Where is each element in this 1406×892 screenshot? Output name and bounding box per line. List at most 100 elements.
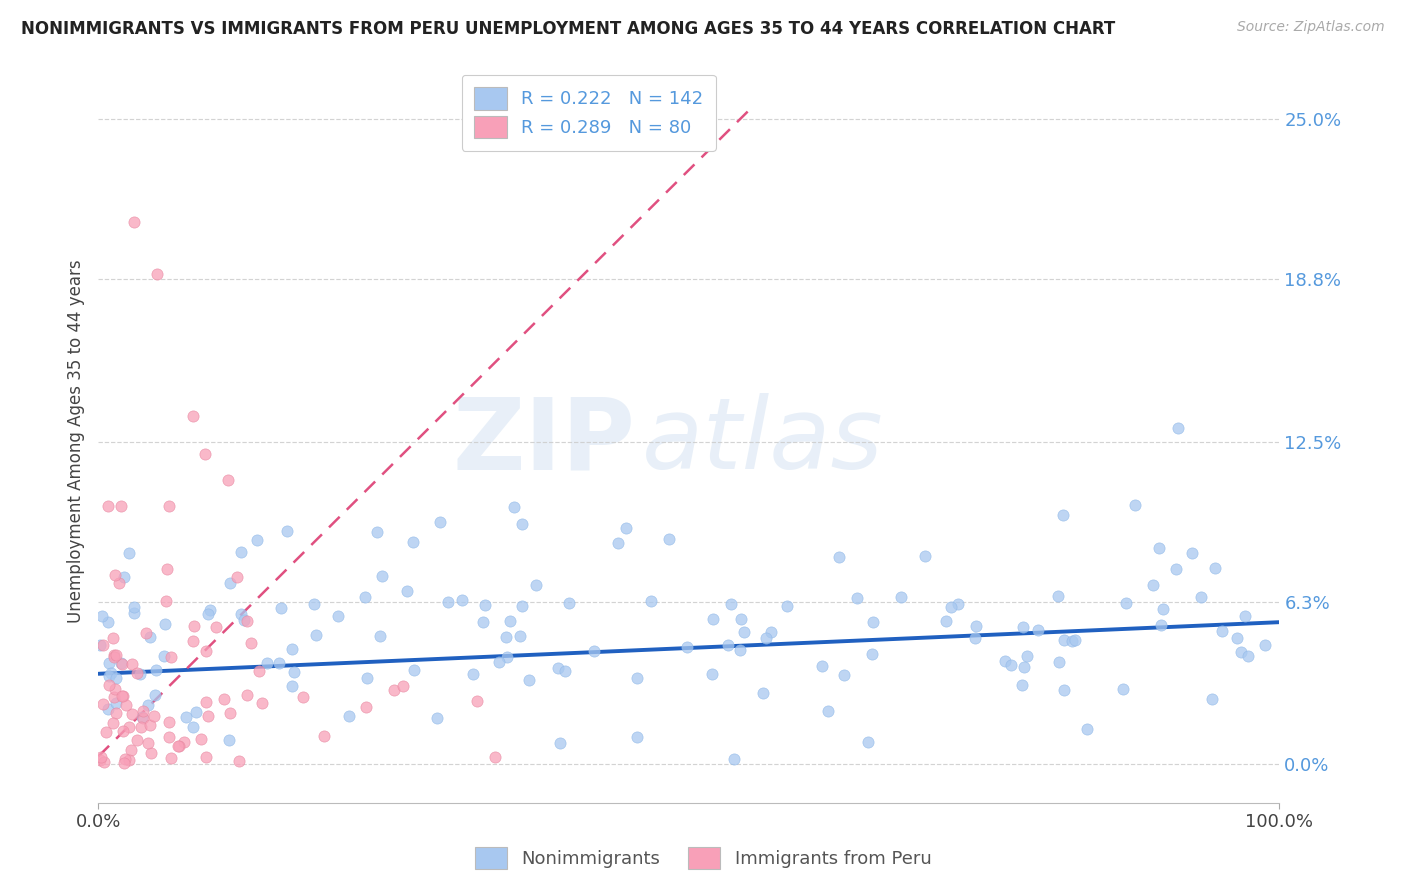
Point	[121, 706, 143, 721]
Point	[451, 593, 474, 607]
Point	[138, 736, 160, 750]
Point	[1011, 620, 1033, 634]
Point	[370, 629, 392, 643]
Point	[856, 734, 879, 748]
Point	[1204, 561, 1226, 575]
Point	[1123, 498, 1146, 512]
Point	[606, 535, 628, 549]
Point	[195, 695, 218, 709]
Point	[845, 591, 868, 605]
Point	[167, 739, 190, 753]
Point	[503, 500, 526, 514]
Point	[135, 626, 157, 640]
Point	[1017, 648, 1039, 663]
Point	[465, 694, 488, 708]
Point	[366, 524, 388, 539]
Point	[100, 666, 122, 681]
Point	[91, 638, 114, 652]
Point	[194, 643, 217, 657]
Point	[730, 612, 752, 626]
Point	[1076, 722, 1098, 736]
Point	[98, 656, 121, 670]
Point	[226, 570, 249, 584]
Point	[108, 576, 131, 591]
Legend: R = 0.222   N = 142, R = 0.289   N = 80: R = 0.222 N = 142, R = 0.289 N = 80	[461, 75, 716, 151]
Point	[1011, 678, 1033, 692]
Point	[247, 665, 270, 679]
Point	[547, 660, 569, 674]
Point	[145, 663, 167, 677]
Point	[509, 629, 531, 643]
Point	[1150, 617, 1173, 632]
Point	[276, 524, 298, 538]
Point	[1226, 632, 1249, 646]
Point	[890, 590, 912, 604]
Point	[1211, 624, 1233, 638]
Point	[426, 711, 449, 725]
Point	[759, 625, 782, 640]
Legend: Nonimmigrants, Immigrants from Peru: Nonimmigrants, Immigrants from Peru	[465, 838, 941, 879]
Point	[395, 583, 418, 598]
Point	[256, 657, 278, 671]
Point	[110, 499, 132, 513]
Point	[1047, 655, 1070, 669]
Point	[512, 517, 534, 532]
Point	[118, 545, 141, 559]
Point	[946, 598, 969, 612]
Point	[370, 569, 392, 583]
Point	[354, 699, 377, 714]
Text: Source: ZipAtlas.com: Source: ZipAtlas.com	[1237, 20, 1385, 34]
Point	[97, 615, 120, 629]
Point	[914, 549, 936, 564]
Point	[183, 619, 205, 633]
Point	[700, 667, 723, 681]
Point	[280, 642, 302, 657]
Point	[146, 267, 169, 281]
Point	[302, 597, 325, 611]
Point	[270, 601, 292, 615]
Point	[1012, 660, 1035, 674]
Point	[157, 730, 180, 744]
Point	[167, 739, 190, 754]
Point	[98, 669, 121, 683]
Point	[194, 750, 217, 764]
Point	[1147, 541, 1170, 556]
Point	[965, 632, 987, 646]
Point	[1254, 638, 1277, 652]
Point	[143, 688, 166, 702]
Point	[104, 706, 127, 721]
Text: ZIP: ZIP	[453, 393, 636, 490]
Point	[174, 710, 197, 724]
Point	[218, 732, 240, 747]
Point	[181, 633, 204, 648]
Point	[382, 682, 405, 697]
Point	[173, 734, 195, 748]
Point	[218, 706, 240, 721]
Point	[90, 608, 112, 623]
Point	[356, 671, 378, 685]
Point	[524, 578, 547, 592]
Point	[1201, 692, 1223, 706]
Point	[131, 710, 153, 724]
Point	[136, 698, 159, 712]
Text: NONIMMIGRANTS VS IMMIGRANTS FROM PERU UNEMPLOYMENT AMONG AGES 35 TO 44 YEARS COR: NONIMMIGRANTS VS IMMIGRANTS FROM PERU UN…	[21, 20, 1115, 37]
Point	[110, 656, 132, 670]
Point	[120, 743, 142, 757]
Point	[474, 598, 496, 612]
Point	[141, 746, 163, 760]
Point	[122, 606, 145, 620]
Point	[112, 570, 135, 584]
Point	[118, 720, 141, 734]
Point	[517, 673, 540, 687]
Point	[1189, 590, 1212, 604]
Point	[717, 639, 740, 653]
Point	[965, 619, 987, 633]
Point	[939, 600, 962, 615]
Point	[1064, 633, 1087, 648]
Point	[488, 655, 510, 669]
Point	[155, 616, 177, 631]
Point	[111, 724, 134, 739]
Point	[496, 649, 519, 664]
Point	[232, 613, 254, 627]
Point	[495, 630, 517, 644]
